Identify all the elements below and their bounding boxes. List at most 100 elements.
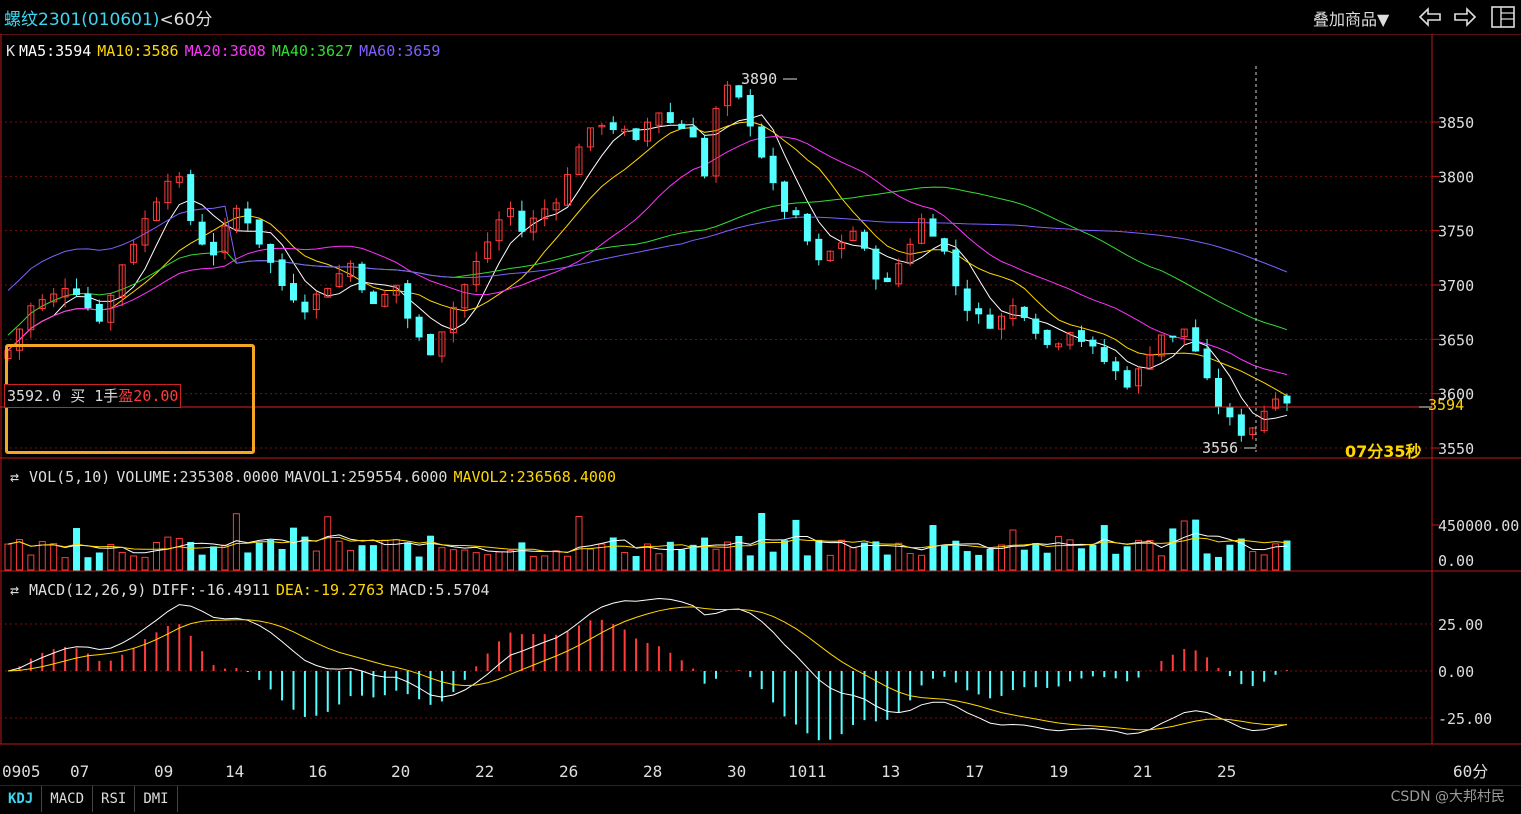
candle-body (381, 294, 389, 307)
volume-bar (61, 557, 69, 571)
volume-bar (1214, 556, 1222, 571)
volume-bar (221, 544, 229, 571)
volume-bar (141, 556, 149, 571)
tab-rsi[interactable]: RSI (93, 786, 136, 812)
macd-axis-zero: 0.00 (1438, 663, 1474, 681)
candle-body (164, 180, 172, 204)
volume-bar (609, 537, 617, 571)
volume-bar (632, 556, 640, 571)
candle-body (1146, 354, 1154, 370)
moving-average-lines (7, 114, 1288, 421)
volume-bar (1020, 549, 1028, 571)
vol-legend-mavol2: MAVOL2:236568.4000 (453, 468, 616, 486)
candle-body (415, 316, 423, 338)
swap-indicator-icon[interactable]: ⇄ (10, 468, 20, 486)
volume-bar (849, 547, 857, 571)
date-label: 22 (475, 762, 494, 781)
candle-body (1100, 347, 1108, 362)
volume-bar (484, 554, 492, 571)
candle-body (221, 225, 229, 254)
volume-bar (621, 552, 629, 571)
ma-line (7, 136, 1288, 376)
volume-bar (883, 554, 891, 571)
volume-bar (963, 551, 971, 571)
volume-bar (735, 535, 743, 571)
volume-bar (118, 551, 126, 571)
candle-body (541, 208, 549, 220)
volume-bar (73, 528, 81, 571)
candle-body (301, 301, 309, 313)
candle-body (666, 112, 674, 123)
candle-body (529, 217, 537, 233)
candle-body (495, 219, 503, 242)
candle-body (278, 259, 286, 286)
volume-ma-lines (7, 532, 1288, 554)
candle-body (312, 293, 320, 310)
order-pnl: 盈20.00 (118, 387, 179, 405)
volume-bar (289, 527, 297, 571)
candle-body (187, 174, 195, 221)
ma-line (7, 205, 1288, 291)
candle-body (73, 288, 81, 296)
volume-bar (952, 540, 960, 571)
candle-body (107, 294, 115, 323)
overlay-symbol-button[interactable]: 叠加商品▼ (1313, 10, 1390, 29)
dea-line (7, 606, 1288, 731)
high-marker: 3890 (741, 70, 777, 88)
candle-body (61, 288, 69, 298)
candle-body (392, 284, 400, 296)
layout-toggle-icon[interactable] (1490, 5, 1516, 29)
chart-area[interactable]: 3890 3556 3850 3800 3750 3700 3650 3600 3550 4… (0, 34, 1521, 785)
candle-body (609, 122, 617, 131)
candle-body (518, 210, 526, 232)
volume-bar (906, 553, 914, 571)
period-label: <60分 (159, 10, 213, 30)
volume-bar (27, 554, 35, 571)
vol-legend-mavol1: MAVOL1:259554.6000 (284, 468, 448, 486)
position-order-line[interactable]: 3592.0 买 1手盈20.00 (4, 384, 182, 408)
candle-body (975, 308, 983, 315)
candle-body (358, 263, 366, 291)
candle-body (1260, 410, 1268, 432)
volume-bar (860, 542, 868, 571)
macd-axis-bottom: -25.00 (1438, 710, 1492, 728)
candle-body (50, 293, 58, 303)
tab-kdj[interactable]: KDJ (0, 786, 43, 812)
volume-bar (940, 545, 948, 571)
candle-body (1249, 427, 1257, 435)
candle-body (723, 84, 731, 107)
volume-bar (84, 557, 92, 571)
symbol-title[interactable]: 螺纹2301(010601)<60分 (4, 5, 212, 30)
ma-line (7, 186, 1288, 336)
candle-body (461, 284, 469, 309)
volume-bar (369, 545, 377, 571)
volume-bar (267, 539, 275, 571)
date-label: 25 (1217, 762, 1236, 781)
volume-bar (758, 513, 766, 571)
volume-bar (404, 542, 412, 571)
candle-body (860, 231, 868, 249)
volume-bar (1066, 539, 1074, 571)
forward-arrow-icon[interactable] (1452, 5, 1478, 29)
date-label: 21 (1133, 762, 1152, 781)
date-label: 19 (1049, 762, 1068, 781)
macd-axis-top: 25.00 (1438, 616, 1483, 634)
candle-body (1089, 339, 1097, 347)
candle-body (564, 174, 572, 206)
volume-bar (769, 551, 777, 571)
tab-dmi[interactable]: DMI (135, 786, 178, 812)
low-marker: 3556 (1202, 439, 1238, 457)
volume-bar (872, 541, 880, 571)
volume-bar (598, 543, 606, 571)
swap-indicator-icon[interactable]: ⇄ (10, 581, 20, 599)
macd-histogram (18, 619, 1288, 741)
tab-macd[interactable]: MACD (42, 786, 94, 812)
date-label: 09 (154, 762, 173, 781)
back-arrow-icon[interactable] (1417, 5, 1443, 29)
candle-body (27, 305, 35, 331)
volume-bar (529, 555, 537, 571)
candle-body (141, 218, 149, 246)
order-qty: 1手 (94, 387, 119, 405)
candle-body (929, 218, 937, 237)
candle-body (1077, 330, 1085, 342)
